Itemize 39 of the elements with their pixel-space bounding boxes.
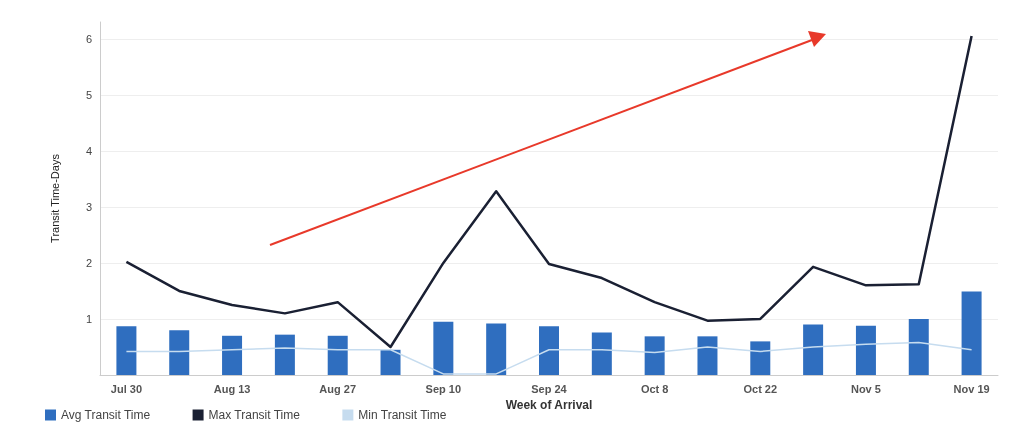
bar — [486, 323, 507, 375]
bar — [908, 318, 929, 375]
legend-label: Min Transit Time — [358, 408, 447, 422]
x-tick-label: Sep 24 — [531, 382, 568, 395]
bar — [433, 321, 454, 375]
bar — [222, 335, 243, 375]
bar — [644, 336, 665, 375]
x-axis-title: Week of Arrival — [505, 397, 593, 412]
bar — [750, 341, 771, 375]
y-tick-label: 2 — [85, 256, 92, 269]
y-tick-label: 3 — [85, 200, 92, 213]
y-tick-label: 6 — [85, 32, 92, 45]
bar — [327, 335, 348, 375]
bar — [539, 326, 559, 375]
y-tick-label: 4 — [85, 144, 92, 157]
x-tick-label: Nov 19 — [953, 382, 990, 395]
bar — [116, 326, 137, 375]
y-tick-label: 1 — [85, 312, 92, 325]
bar — [855, 325, 876, 375]
x-tick-label: Oct 22 — [743, 382, 778, 395]
x-tick-label: Nov 5 — [850, 382, 881, 395]
bar — [274, 334, 295, 375]
x-tick-label: Jul 30 — [110, 382, 143, 395]
x-tick-label: Sep 10 — [425, 382, 462, 395]
bar — [380, 349, 401, 375]
legend-label: Avg Transit Time — [61, 408, 151, 422]
legend-label: Max Transit Time — [208, 408, 301, 422]
bar — [961, 291, 982, 375]
x-tick-label: Aug 13 — [213, 382, 251, 395]
line-series — [125, 34, 973, 349]
bar — [803, 324, 824, 375]
bar — [591, 332, 612, 375]
line-series — [125, 341, 973, 375]
bar — [697, 336, 718, 375]
y-tick-label: 5 — [85, 88, 92, 101]
y-axis-title: Transit Time-Days — [48, 153, 61, 243]
x-tick-label: Aug 27 — [319, 382, 357, 395]
x-tick-label: Oct 8 — [640, 382, 669, 395]
bar — [169, 330, 190, 375]
